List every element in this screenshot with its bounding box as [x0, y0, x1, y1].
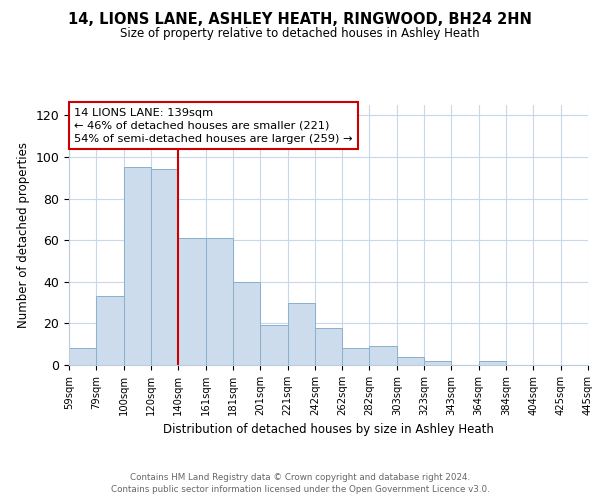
Bar	[178, 238, 206, 365]
Bar	[315, 328, 342, 365]
Bar	[151, 170, 178, 365]
Bar	[97, 296, 124, 365]
Bar	[206, 238, 233, 365]
Y-axis label: Number of detached properties: Number of detached properties	[17, 142, 30, 328]
Bar	[260, 326, 287, 365]
X-axis label: Distribution of detached houses by size in Ashley Heath: Distribution of detached houses by size …	[163, 424, 494, 436]
Bar	[233, 282, 260, 365]
Text: Contains public sector information licensed under the Open Government Licence v3: Contains public sector information licen…	[110, 485, 490, 494]
Text: Size of property relative to detached houses in Ashley Heath: Size of property relative to detached ho…	[120, 26, 480, 40]
Bar	[69, 348, 97, 365]
Text: 14, LIONS LANE, ASHLEY HEATH, RINGWOOD, BH24 2HN: 14, LIONS LANE, ASHLEY HEATH, RINGWOOD, …	[68, 12, 532, 28]
Bar	[370, 346, 397, 365]
Text: 14 LIONS LANE: 139sqm
← 46% of detached houses are smaller (221)
54% of semi-det: 14 LIONS LANE: 139sqm ← 46% of detached …	[74, 108, 353, 144]
Bar	[124, 168, 151, 365]
Bar	[287, 302, 315, 365]
Text: Contains HM Land Registry data © Crown copyright and database right 2024.: Contains HM Land Registry data © Crown c…	[130, 472, 470, 482]
Bar	[397, 356, 424, 365]
Bar	[479, 361, 506, 365]
Bar	[342, 348, 370, 365]
Bar	[424, 361, 451, 365]
